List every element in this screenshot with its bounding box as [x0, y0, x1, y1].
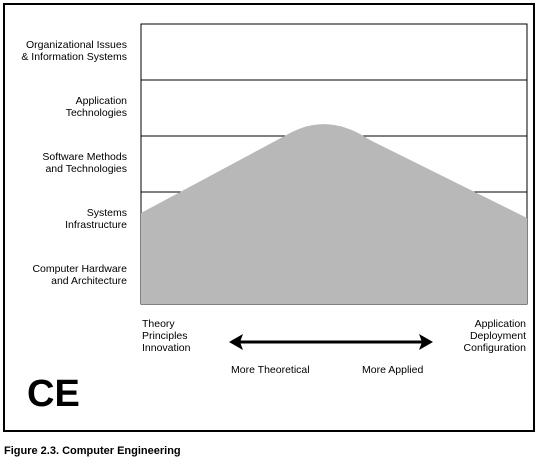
row-label-application-technologies: Application Technologies — [65, 95, 127, 119]
row-label-software-methods: Software Methods and Technologies — [42, 151, 127, 175]
application-deployment-configuration: Application Deployment Configuration — [463, 318, 526, 354]
theory-applied-arrow — [229, 334, 433, 350]
more-theoretical-label: More Theoretical — [231, 364, 310, 376]
coverage-region — [141, 124, 527, 304]
row-label-computer-hardware: Computer Hardware and Architecture — [32, 263, 127, 287]
right-arrowhead — [419, 334, 433, 350]
figure-caption: Figure 2.3. Computer Engineering — [4, 445, 181, 457]
theory-principles-innovation: Theory Principles Innovation — [142, 318, 191, 354]
row-label-organizational-issues: Organizational Issues & Information Syst… — [21, 39, 127, 63]
discipline-label: CE — [27, 373, 80, 415]
left-arrowhead — [229, 334, 243, 350]
row-label-systems-infrastructure: Systems Infrastructure — [65, 207, 127, 231]
more-applied-label: More Applied — [362, 364, 424, 376]
